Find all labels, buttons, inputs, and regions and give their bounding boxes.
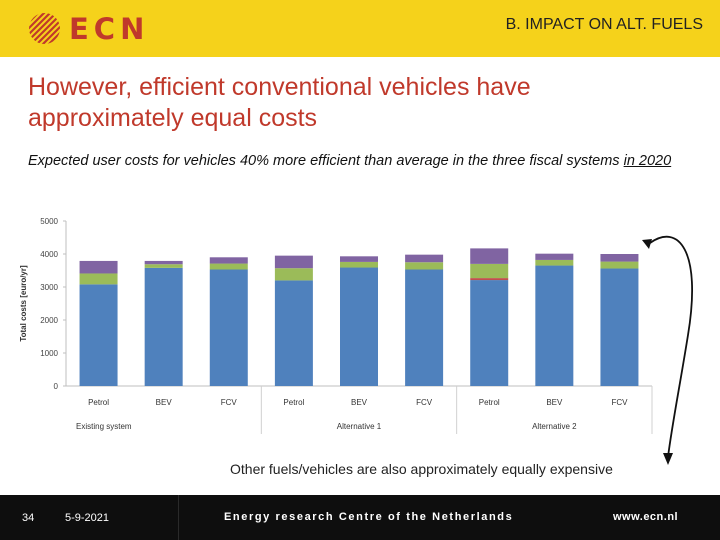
category-label: FCV [221,398,238,407]
y-tick-label: 0 [54,382,59,391]
bar-segment [600,254,639,262]
bar-segment [405,262,444,270]
bar-segment [340,267,378,386]
bar-segment [144,260,183,265]
bar-segment [209,263,248,270]
ecn-logo: ECN [28,12,149,45]
bar-segment [535,253,574,260]
group-label: Alternative 2 [532,422,577,431]
ecn-logo-icon [29,13,60,44]
footer-divider [178,495,179,540]
curved-arrow [642,235,693,465]
bar-segment [535,259,574,266]
bar-segment [144,267,183,386]
footnote: Other fuels/vehicles are also approximat… [230,461,613,477]
bar-segment [209,257,248,264]
bar-segment [274,255,313,269]
group-label: Existing system [76,422,132,431]
category-label: BEV [546,398,563,407]
category-label: Petrol [283,398,304,407]
bar-segment [470,278,509,281]
page-number: 34 [22,512,35,524]
bar-segment [470,280,509,386]
bar-segment [405,254,444,263]
bar-segment [79,273,118,285]
website-url: www.ecn.nl [613,511,679,523]
bar-segment [274,280,313,386]
bar-segment [600,261,639,269]
slide-subtitle: Expected user costs for vehicles 40% mor… [28,151,678,171]
category-label: FCV [416,398,433,407]
bar-segment [600,268,639,386]
y-tick-label: 1000 [40,349,58,358]
category-label: BEV [351,398,368,407]
footer-date: 5-9-2021 [65,512,110,524]
bar-segment [470,248,509,264]
subtitle-text: Expected user costs for vehicles 40% mor… [28,153,624,169]
y-tick-label: 5000 [40,217,58,226]
category-label: BEV [156,398,173,407]
bar-segment [274,268,313,281]
bar-segment [79,260,118,274]
bar-segment [144,264,183,268]
y-tick-label: 4000 [40,250,58,259]
subtitle-year: in 2020 [623,153,672,169]
y-tick-label: 3000 [40,283,58,292]
y-axis-label: Total costs [euro/yr] [19,265,28,342]
stacked-bar-chart: 0 1000 2000 3000 4000 5000 Total costs [euro/y… [19,217,653,434]
bar-segment [535,265,574,386]
bar-segment [470,263,509,279]
section-title: B. IMPACT ON ALT. FUELS [505,16,703,33]
logo-text: ECN [69,11,150,46]
y-tick-label: 2000 [40,316,58,325]
bar-segment [405,269,444,386]
bar-segment [340,261,378,268]
category-label: Petrol [88,398,109,407]
bar-segment [209,269,248,386]
footer-bar: 34 5-9-2021 Energy research Centre of th… [0,495,720,540]
category-label: FCV [611,398,628,407]
organization-name: Energy research Centre of the Netherland… [224,511,514,523]
header-bar: ECN B. IMPACT ON ALT. FUELS [0,0,720,57]
slide-title: However, efficient conventional vehicles… [28,73,531,132]
bar-segment [340,256,378,262]
group-label: Alternative 1 [337,422,382,431]
category-label: Petrol [479,398,500,407]
bar-segment [79,284,118,386]
